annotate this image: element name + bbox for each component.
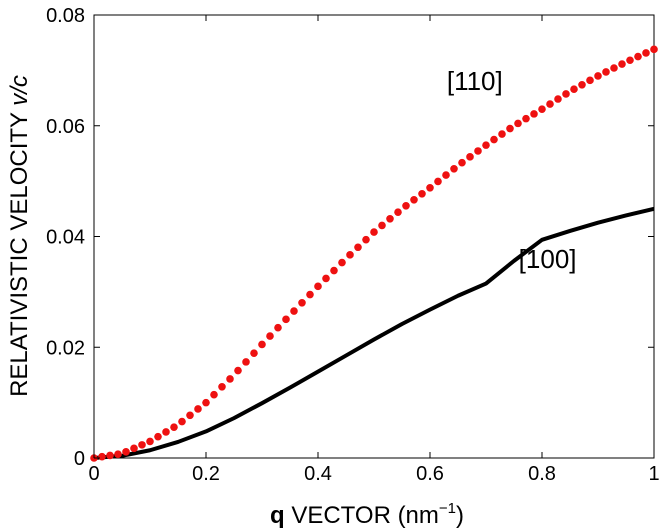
x-tick-label: 0.6 bbox=[416, 463, 444, 485]
series-point-110 bbox=[210, 390, 218, 399]
y-axis-title-italic: v/c bbox=[6, 75, 33, 106]
plot-area-border bbox=[93, 14, 655, 459]
series-point-110 bbox=[402, 202, 410, 210]
series-point-110 bbox=[122, 448, 130, 456]
series-point-110 bbox=[338, 258, 346, 267]
series-point-110 bbox=[298, 298, 306, 307]
series-point-110 bbox=[650, 45, 658, 54]
series-point-110 bbox=[162, 428, 170, 436]
x-tick-label: 1 bbox=[648, 463, 659, 485]
series-point-110 bbox=[362, 235, 370, 244]
series-point-110 bbox=[386, 214, 394, 223]
x-axis-title-text: VECTOR (nm bbox=[285, 502, 439, 529]
series-point-110 bbox=[330, 266, 338, 275]
series-point-110 bbox=[546, 100, 554, 108]
series-layer bbox=[90, 45, 658, 462]
x-axis-title-close: ) bbox=[456, 502, 464, 529]
series-point-110 bbox=[130, 444, 138, 453]
series-point-110 bbox=[314, 282, 322, 291]
series-point-110 bbox=[514, 119, 522, 128]
series-point-110 bbox=[226, 375, 234, 383]
y-tick-label: 0.04 bbox=[46, 227, 85, 249]
series-point-110 bbox=[282, 315, 290, 324]
y-tick-label: 0.06 bbox=[46, 116, 85, 138]
series-point-110 bbox=[234, 366, 242, 375]
series-point-110 bbox=[170, 423, 178, 431]
series-point-110 bbox=[426, 183, 434, 192]
series-point-110 bbox=[578, 80, 586, 89]
series-point-110 bbox=[482, 141, 490, 149]
x-tick-label: 0.8 bbox=[528, 463, 556, 485]
series-point-110 bbox=[114, 450, 122, 459]
series-point-110 bbox=[562, 90, 570, 98]
series-point-110 bbox=[194, 405, 202, 413]
series-point-110 bbox=[618, 60, 626, 68]
x-axis-title-bold: q bbox=[270, 502, 285, 529]
series-point-110 bbox=[274, 323, 282, 332]
series-point-110 bbox=[570, 85, 578, 93]
x-axis-title: q VECTOR (nm−1) bbox=[270, 500, 464, 529]
series-point-110 bbox=[434, 177, 442, 186]
series-point-110 bbox=[322, 274, 330, 283]
series-point-110 bbox=[626, 56, 634, 65]
series-point-110 bbox=[354, 243, 362, 252]
series-point-110 bbox=[266, 332, 274, 340]
y-axis-title: RELATIVISTIC VELOCITY v/c bbox=[6, 75, 33, 397]
series-point-110 bbox=[474, 147, 482, 155]
series-point-110 bbox=[466, 153, 474, 161]
series-point-110 bbox=[458, 158, 466, 167]
y-tick-label: 0 bbox=[74, 448, 85, 470]
series-point-110 bbox=[410, 195, 418, 204]
series-point-110 bbox=[586, 76, 594, 85]
series-label: [110] bbox=[447, 66, 503, 96]
plot-frame bbox=[93, 14, 655, 459]
annotations: [110] [100] bbox=[447, 66, 577, 274]
x-tick-label: 0.4 bbox=[304, 463, 332, 485]
series-point-110 bbox=[290, 307, 298, 315]
series-point-110 bbox=[242, 358, 250, 366]
series-point-110 bbox=[450, 164, 458, 173]
series-point-110 bbox=[250, 349, 258, 357]
series-point-110 bbox=[530, 110, 538, 118]
series-point-110 bbox=[306, 290, 314, 299]
y-axis-title-text: RELATIVISTIC VELOCITY bbox=[6, 106, 33, 397]
series-point-110 bbox=[498, 130, 506, 138]
series-point-110 bbox=[642, 49, 650, 57]
series-point-110 bbox=[610, 64, 618, 72]
series-point-110 bbox=[146, 437, 154, 446]
series-point-110 bbox=[178, 417, 186, 426]
series-point-110 bbox=[378, 221, 386, 230]
x-axis-title-sup: −1 bbox=[439, 500, 456, 517]
series-point-110 bbox=[106, 451, 114, 460]
series-point-110 bbox=[418, 189, 426, 198]
series-line-100 bbox=[93, 206, 655, 460]
x-tick-label: 0 bbox=[88, 463, 99, 485]
series-point-110 bbox=[186, 411, 194, 420]
series-point-110 bbox=[346, 251, 354, 259]
series-point-110 bbox=[98, 452, 106, 461]
series-point-110 bbox=[602, 68, 610, 76]
series-label: [100] bbox=[519, 244, 577, 274]
series-dots-110 bbox=[90, 45, 658, 462]
series-point-110 bbox=[522, 114, 530, 123]
series-point-110 bbox=[218, 383, 226, 391]
series-point-110 bbox=[154, 432, 162, 441]
series-point-110 bbox=[370, 228, 378, 236]
series-point-110 bbox=[258, 340, 266, 349]
y-tick-label: 0.08 bbox=[46, 5, 85, 27]
series-point-110 bbox=[506, 124, 514, 133]
ticks-layer: 0 0.2 0.4 0.6 0.8 1 0 0.02 0.04 0.06 0.08 bbox=[46, 5, 660, 485]
series-point-110 bbox=[394, 208, 402, 216]
series-point-110 bbox=[538, 105, 546, 113]
x-tick-label: 0.2 bbox=[192, 463, 220, 485]
series-point-110 bbox=[554, 95, 562, 103]
y-tick-label: 0.02 bbox=[46, 337, 85, 359]
series-point-110 bbox=[594, 72, 602, 80]
series-point-110 bbox=[490, 135, 498, 144]
series-point-110 bbox=[442, 171, 450, 179]
series-point-110 bbox=[202, 398, 210, 407]
series-point-110 bbox=[138, 441, 146, 449]
series-point-110 bbox=[634, 52, 642, 61]
